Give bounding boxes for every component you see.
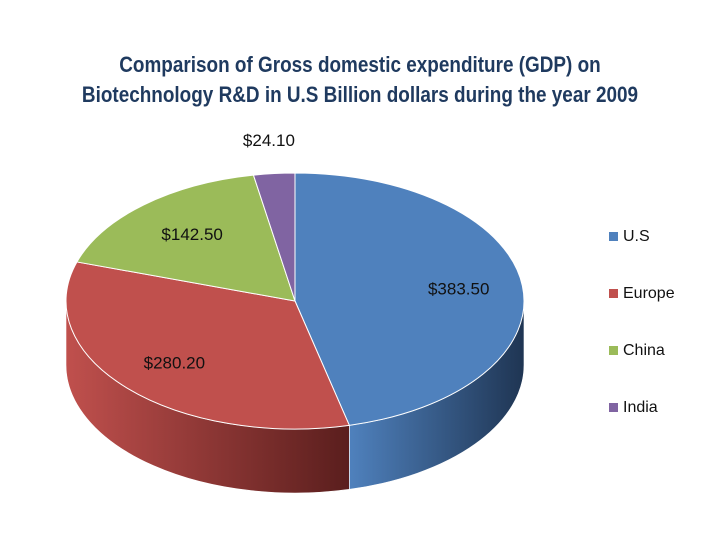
pie-slice-us	[294, 172, 525, 426]
legend-swatch-us	[609, 232, 618, 241]
data-label-us: $383.50	[428, 279, 489, 298]
legend-label-us: U.S	[623, 228, 650, 245]
data-labels: $383.50 $280.20 $142.50 $24.10	[144, 131, 490, 372]
data-label-india: $24.10	[243, 131, 295, 150]
pie-slice-europe	[65, 261, 351, 430]
chart-title: Comparison of Gross domestic expenditure…	[50, 50, 669, 110]
legend-swatch-china	[609, 346, 618, 355]
legend-swatch-europe	[609, 289, 618, 298]
legend-label-china: China	[623, 342, 665, 359]
pie-slices	[65, 172, 525, 430]
pie-slice-india	[252, 172, 296, 302]
legend-label-europe: Europe	[623, 285, 675, 302]
legend-swatch-india	[609, 403, 618, 412]
legend-label-india: India	[623, 399, 658, 416]
legend: U.S Europe China India	[609, 228, 675, 416]
pie-slice-china	[76, 174, 296, 302]
data-label-europe: $280.20	[144, 353, 205, 372]
data-label-china: $142.50	[161, 225, 222, 244]
chart-title-line-1: Comparison of Gross domestic expenditure…	[119, 52, 601, 77]
chart-title-line-2: Biotechnology R&D in U.S Billion dollars…	[81, 82, 639, 107]
